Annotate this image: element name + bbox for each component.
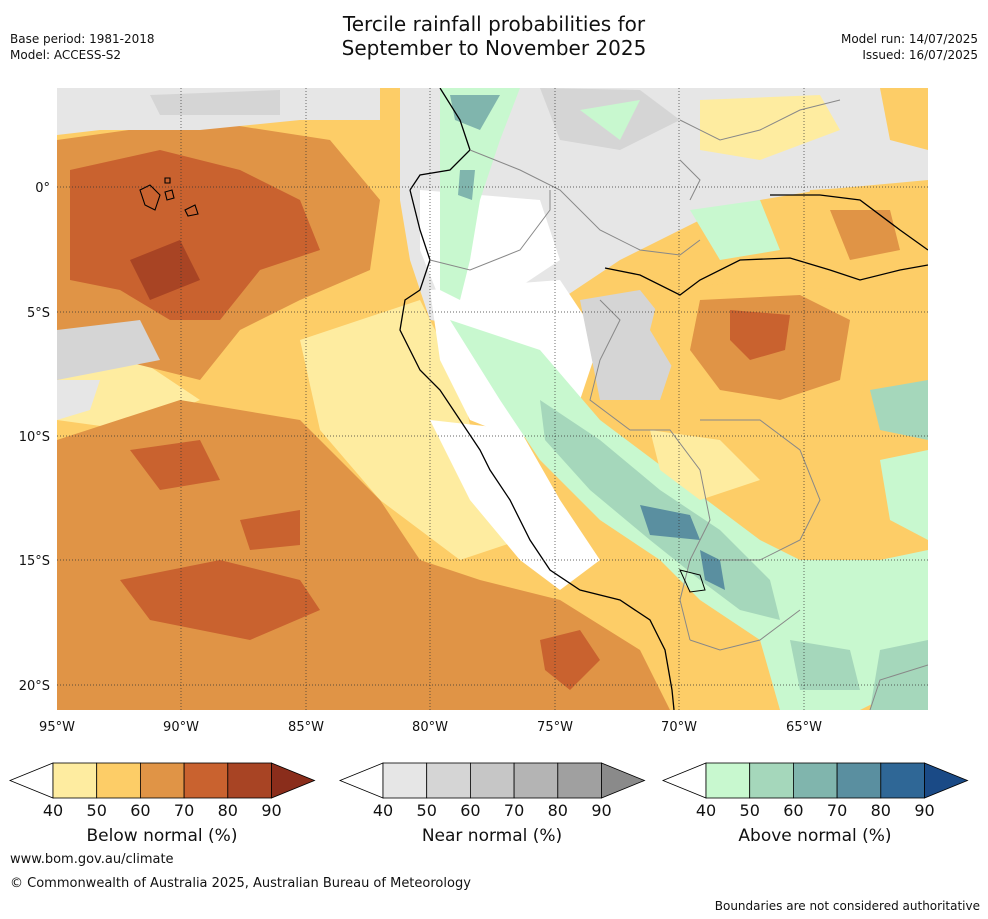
x-tick-65w: 65°W [786, 720, 822, 735]
model-label: Model: ACCESS-S2 [10, 48, 122, 62]
model-run-label: Model run: 14/07/2025 [840, 32, 978, 46]
header-meta-left: Base period: 1981-2018 Model: ACCESS-S2 [10, 31, 155, 63]
legend-near-swatch-1 [382, 762, 428, 799]
legend-below-arrow-low [8, 762, 54, 799]
legend-below-tick-40: 40 [43, 801, 63, 820]
x-axis-ticks: 95°W 90°W 85°W 80°W 75°W 70°W 65°W [39, 720, 822, 735]
legend-near-swatch-2 [426, 762, 471, 799]
legend-above-swatch-1 [705, 762, 751, 799]
legend-above-swatch-3 [793, 762, 838, 799]
probability-field [57, 88, 928, 710]
y-tick-20s: 20°S [19, 679, 50, 694]
legend-near-swatch-5 [557, 762, 602, 799]
legend-near-tick-60: 60 [460, 801, 480, 820]
legend-near-tick-40: 40 [373, 801, 393, 820]
legend-below-tick-80: 80 [218, 801, 238, 820]
legend-near-swatch-4 [513, 762, 559, 799]
x-tick-90w: 90°W [163, 720, 199, 735]
footer-copyright: © Commonwealth of Australia 2025, Austra… [10, 876, 471, 891]
legend-near-arrow-low [338, 762, 384, 799]
legend-below-tick-60: 60 [130, 801, 150, 820]
legend-below-arrow-high [271, 762, 316, 799]
x-tick-75w: 75°W [537, 720, 573, 735]
x-tick-80w: 80°W [412, 720, 448, 735]
legend-above-tick-60: 60 [783, 801, 803, 820]
legend-above-arrow-low [661, 762, 707, 799]
legend-below-tick-50: 50 [87, 801, 107, 820]
footer-website[interactable]: www.bom.gov.au/climate [10, 852, 174, 867]
legend-near-arrow-high [601, 762, 646, 799]
legend-above-swatch-5 [880, 762, 925, 799]
legend-above-tick-40: 40 [696, 801, 716, 820]
x-tick-95w: 95°W [39, 720, 75, 735]
title-line-1: Tercile rainfall probabilities for [342, 12, 646, 36]
x-tick-85w: 85°W [288, 720, 324, 735]
title-line-2: September to November 2025 [341, 36, 647, 60]
legend-above-arrow-high [924, 762, 969, 799]
y-tick-5s: 5°S [27, 306, 50, 321]
legend-above-title: Above normal (%) [738, 826, 892, 846]
legend-below-swatch-5 [227, 762, 272, 799]
legend-below-swatch-4 [183, 762, 229, 799]
legend-below-swatch-1 [52, 762, 98, 799]
legend-below-tick-70: 70 [174, 801, 194, 820]
legend-above-tick-70: 70 [827, 801, 847, 820]
legend-near-tick-50: 50 [417, 801, 437, 820]
legend-above-tick-80: 80 [871, 801, 891, 820]
y-tick-0: 0° [35, 181, 50, 196]
legend-below-title: Below normal (%) [86, 826, 238, 846]
legend-above-tick-90: 90 [914, 801, 934, 820]
legend-colorbars: 40 50 60 70 80 90 40 50 60 70 80 90 40 50 60 70 80 90 [8, 762, 969, 820]
x-tick-70w: 70°W [661, 720, 697, 735]
legend-near-title: Near normal (%) [421, 826, 563, 846]
legend-below-swatch-3 [139, 762, 185, 799]
header-meta-right: Model run: 14/07/2025 Issued: 16/07/2025 [841, 31, 978, 63]
legend-near-tick-90: 90 [591, 801, 611, 820]
legend-near-tick-80: 80 [548, 801, 568, 820]
y-axis-ticks: 0° 5°S 10°S 15°S 20°S [19, 181, 50, 694]
footer-disclaimer: Boundaries are not considered authoritat… [714, 899, 980, 913]
legend-above-swatch-4 [836, 762, 882, 799]
legend-above-tick-50: 50 [740, 801, 760, 820]
legend-below-swatch-2 [96, 762, 141, 799]
legend-above-swatch-2 [749, 762, 794, 799]
issued-label: Issued: 16/07/2025 [862, 48, 978, 62]
base-period-label: Base period: 1981-2018 [10, 32, 155, 46]
y-tick-10s: 10°S [19, 430, 50, 445]
country-borders [429, 99, 928, 710]
galapagos-islands [139, 177, 199, 217]
graticule [57, 88, 928, 710]
legend-near-tick-70: 70 [504, 801, 524, 820]
map-title: Tercile rainfall probabilities for Septe… [0, 12, 988, 60]
legend-below-tick-90: 90 [261, 801, 281, 820]
y-tick-15s: 15°S [19, 554, 50, 569]
legend-near-swatch-3 [469, 762, 515, 799]
